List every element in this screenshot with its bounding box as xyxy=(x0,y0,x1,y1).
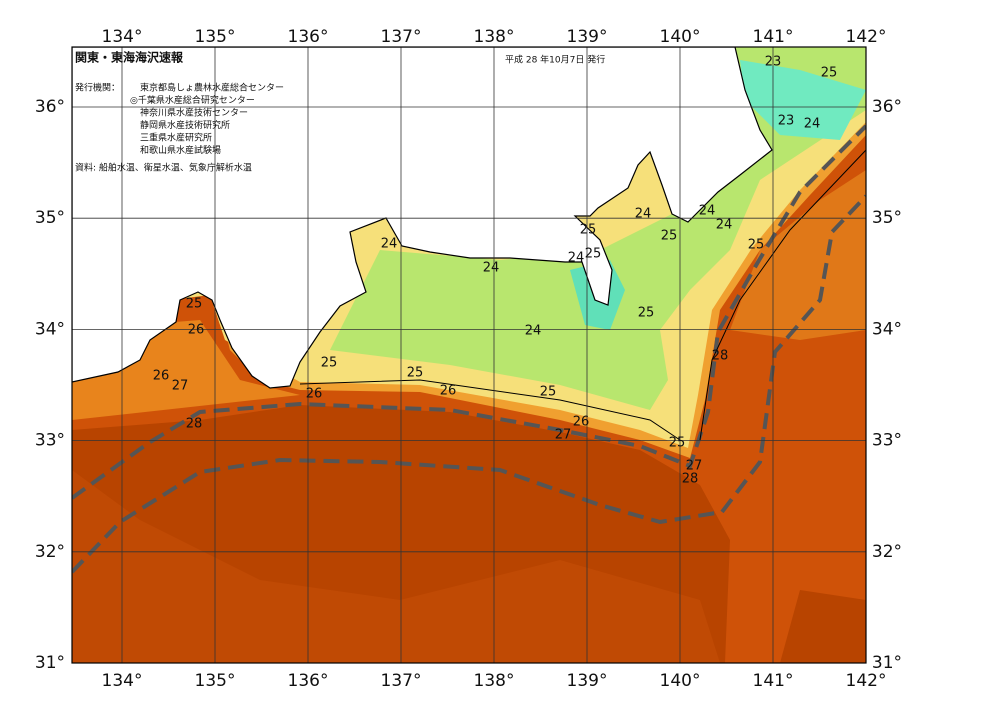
title: 関東・東海海沢速報 xyxy=(75,50,184,65)
lon-label: 141° xyxy=(753,671,794,691)
lon-label: 136° xyxy=(288,27,329,47)
contour-label: 26 xyxy=(188,323,205,338)
lon-label: 134° xyxy=(102,671,143,691)
contour xyxy=(699,149,866,441)
contour-label: 23 xyxy=(765,55,782,70)
contour-label: 28 xyxy=(682,472,699,487)
lat-label: 32° xyxy=(872,542,902,562)
lat-label: 35° xyxy=(35,208,65,228)
warm-patch xyxy=(72,470,720,663)
lon-label: 142° xyxy=(846,671,887,691)
lon-label: 138° xyxy=(474,671,515,691)
contour-label: 25 xyxy=(540,385,557,400)
contour-label: 25 xyxy=(821,66,838,81)
lon-label: 140° xyxy=(660,671,701,691)
lat-label: 33° xyxy=(872,431,902,451)
contour-label: 24 xyxy=(525,324,542,339)
contour-label: 26 xyxy=(306,387,323,402)
contour xyxy=(299,379,681,441)
contour-label: 25 xyxy=(748,238,765,253)
contour-label: 24 xyxy=(804,117,821,132)
sea-layer xyxy=(72,47,866,663)
map-frame xyxy=(71,46,867,664)
contour-label: 25 xyxy=(661,229,678,244)
contour-label: 25 xyxy=(638,306,655,321)
lat-label: 36° xyxy=(35,97,65,117)
lon-label: 139° xyxy=(567,27,608,47)
contour-label: 27 xyxy=(555,428,572,443)
kuroshio-axis xyxy=(72,124,866,500)
issue-date: 平成 28 年10月7日 発行 xyxy=(505,54,605,66)
contour-label: 25 xyxy=(407,366,424,381)
lon-label: 137° xyxy=(381,27,422,47)
lat-label: 31° xyxy=(35,653,65,673)
contour-label: 24 xyxy=(635,207,652,222)
agency: ◎千葉県水産総合研究センター xyxy=(130,94,255,106)
contour-label: 25 xyxy=(321,356,338,371)
contour-label: 24 xyxy=(716,218,733,233)
contour-label: 27 xyxy=(172,379,189,394)
agency: 東京都島しょ農林水産総合センター xyxy=(140,82,284,94)
lon-label: 134° xyxy=(102,27,143,47)
contour-label: 24 xyxy=(483,261,500,276)
contour-label: 26 xyxy=(573,415,590,430)
contour-label: 24 xyxy=(381,237,398,252)
lon-label: 136° xyxy=(288,671,329,691)
lat-label: 34° xyxy=(35,319,65,339)
lat-label: 36° xyxy=(872,97,902,117)
contour-label: 26 xyxy=(440,384,457,399)
agency: 神奈川県水産技術センター xyxy=(140,107,248,119)
land xyxy=(72,47,773,389)
lat-label: 31° xyxy=(872,653,902,673)
contour-label: 24 xyxy=(699,204,716,219)
contour-label: 28 xyxy=(186,417,203,432)
lon-label: 138° xyxy=(474,27,515,47)
issuer-label: 発行機関： xyxy=(75,82,120,94)
agency: 三重県水産研究所 xyxy=(140,132,212,144)
lon-label: 140° xyxy=(660,27,701,47)
contour-label: 24 xyxy=(568,251,585,266)
lat-label: 34° xyxy=(872,319,902,339)
contour-label: 25 xyxy=(585,247,602,262)
lon-label: 137° xyxy=(381,671,422,691)
lon-label: 139° xyxy=(567,671,608,691)
contour-label: 25 xyxy=(580,223,597,238)
lon-label: 135° xyxy=(195,27,236,47)
lon-label: 135° xyxy=(195,671,236,691)
lon-label: 141° xyxy=(753,27,794,47)
contour-label: 25 xyxy=(186,297,203,312)
contour-label: 26 xyxy=(153,369,170,384)
warm-patch xyxy=(780,590,866,663)
lat-label: 32° xyxy=(35,542,65,562)
agency: 静岡県水産技術研究所 xyxy=(140,119,230,131)
lat-label: 35° xyxy=(872,208,902,228)
kuroshio-edge xyxy=(72,194,866,574)
warm-band xyxy=(730,170,866,340)
lon-label: 142° xyxy=(846,27,887,47)
lat-label: 33° xyxy=(35,431,65,451)
agency: 和歌山県水産試験場 xyxy=(140,144,221,156)
cold-water xyxy=(740,60,866,140)
contour-label: 28 xyxy=(712,349,729,364)
contour-label: 25 xyxy=(669,436,686,451)
contour-label: 27 xyxy=(686,459,703,474)
contour-label: 23 xyxy=(778,114,795,129)
data-source: 資料: 船舶水温、衛星水温、気象庁解析水温 xyxy=(75,162,252,174)
